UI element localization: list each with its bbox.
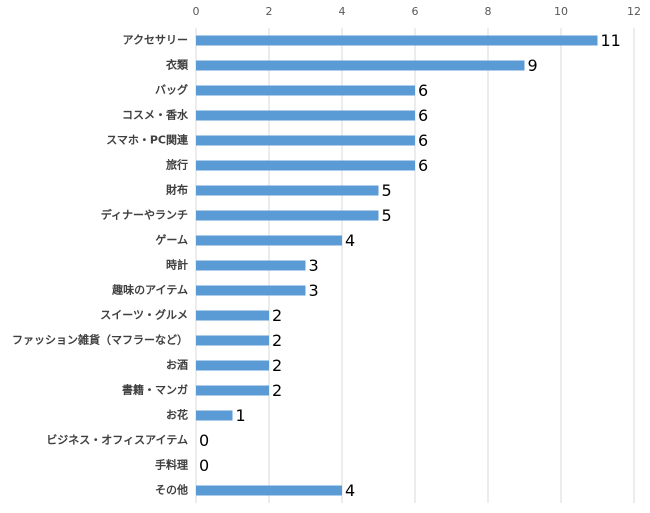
y-tick-label: その他 — [155, 483, 188, 497]
data-label: 5 — [382, 181, 392, 200]
data-label: 0 — [199, 456, 209, 475]
data-label: 6 — [418, 81, 428, 100]
bar — [196, 35, 598, 46]
x-tick-label: 12 — [627, 5, 641, 18]
data-label: 0 — [199, 431, 209, 450]
x-tick-label: 10 — [554, 5, 568, 18]
bar — [196, 210, 379, 221]
y-tick-label: 旅行 — [166, 158, 188, 172]
bar — [196, 260, 306, 271]
y-tick-label: 時計 — [166, 258, 188, 272]
data-label: 2 — [272, 381, 282, 400]
data-label: 2 — [272, 306, 282, 325]
x-tick-label: 8 — [485, 5, 492, 18]
y-tick-label: ディナーやランチ — [101, 208, 188, 222]
bar — [196, 385, 269, 396]
y-tick-label: 書籍・マンガ — [122, 383, 188, 397]
data-label: 3 — [309, 281, 319, 300]
bar — [196, 410, 233, 421]
y-tick-label: スマホ・PC関連 — [106, 133, 189, 147]
data-label: 2 — [272, 331, 282, 350]
bar — [196, 285, 306, 296]
y-tick-label: お花 — [166, 408, 188, 422]
x-tick-label: 2 — [266, 5, 273, 18]
data-label: 5 — [382, 206, 392, 225]
data-label: 6 — [418, 106, 428, 125]
data-label: 6 — [418, 131, 428, 150]
bar — [196, 485, 342, 496]
y-tick-label: ゲーム — [155, 233, 188, 247]
y-tick-label: 財布 — [165, 183, 188, 197]
data-label: 6 — [418, 156, 428, 175]
y-tick-label: ファッション雑貨（マフラーなど） — [12, 333, 188, 347]
bar — [196, 135, 415, 146]
y-tick-label: アクセサリー — [123, 34, 188, 47]
data-label: 4 — [345, 481, 355, 500]
bar — [196, 60, 525, 71]
data-label: 9 — [528, 56, 538, 75]
y-tick-label: 衣類 — [166, 58, 189, 72]
bar — [196, 110, 415, 121]
bar — [196, 310, 269, 321]
data-label: 11 — [601, 31, 621, 50]
bar — [196, 360, 269, 371]
y-tick-label: スイーツ・グルメ — [100, 308, 188, 322]
y-tick-label: ビジネス・オフィスアイテム — [46, 433, 188, 447]
x-tick-label: 0 — [193, 5, 200, 18]
bar — [196, 160, 415, 171]
y-tick-label: コスメ・香水 — [122, 108, 189, 122]
y-tick-label: 手料理 — [155, 458, 188, 472]
data-label: 4 — [345, 231, 355, 250]
x-tick-label: 6 — [412, 5, 419, 18]
bar — [196, 335, 269, 346]
y-tick-label: お酒 — [166, 359, 188, 372]
data-label: 2 — [272, 356, 282, 375]
bar — [196, 185, 379, 196]
y-tick-label: バッグ — [155, 83, 188, 97]
x-tick-label: 4 — [339, 5, 346, 18]
data-label: 1 — [236, 406, 246, 425]
bar — [196, 85, 415, 96]
data-label: 3 — [309, 256, 319, 275]
y-tick-label: 趣味のアイテム — [111, 283, 188, 297]
bar — [196, 235, 342, 246]
